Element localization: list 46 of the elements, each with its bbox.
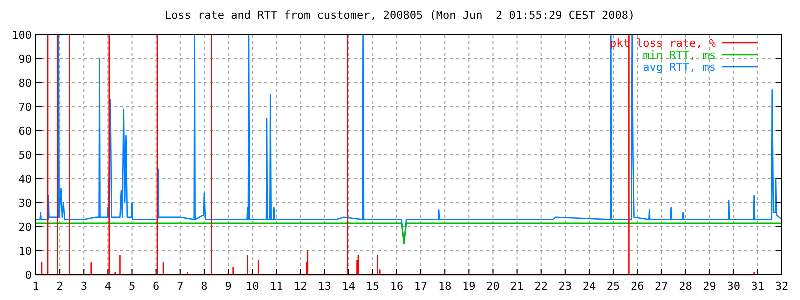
- x-tick-label: 27: [655, 280, 668, 293]
- legend-label: avg RTT, ms: [643, 61, 716, 74]
- x-tick-label: 11: [270, 280, 284, 293]
- x-tick-label: 12: [294, 280, 308, 293]
- x-tick-label: 4: [104, 280, 112, 293]
- x-tick-label: 18: [438, 280, 452, 293]
- x-tick-label: 25: [606, 280, 620, 293]
- x-tick-label: 19: [462, 280, 476, 293]
- x-tick-label: 13: [318, 280, 332, 293]
- x-tick-label: 2: [56, 280, 64, 293]
- x-tick-label: 30: [727, 280, 740, 293]
- x-tick-label: 20: [486, 280, 500, 293]
- x-tick-label: 23: [558, 280, 572, 293]
- y-tick-label: 20: [18, 221, 32, 234]
- x-tick-label: 32: [775, 280, 789, 293]
- x-tick-label: 1: [32, 280, 40, 293]
- x-tick-label: 22: [534, 280, 548, 293]
- y-tick-label: 90: [18, 53, 32, 66]
- legend-label: min RTT, ms: [643, 49, 716, 62]
- x-tick-label: 15: [366, 280, 380, 293]
- x-tick-label: 26: [630, 280, 644, 293]
- x-tick-label: 3: [80, 280, 88, 293]
- y-tick-label: 50: [18, 149, 32, 162]
- y-tick-label: 30: [18, 197, 32, 210]
- x-tick-label: 10: [246, 280, 260, 293]
- x-tick-label: 28: [679, 280, 692, 293]
- x-tick-label: 8: [201, 280, 208, 293]
- x-tick-label: 7: [177, 280, 184, 293]
- y-tick-label: 80: [18, 77, 32, 90]
- x-tick-label: 14: [342, 280, 356, 293]
- x-tick-label: 16: [390, 280, 404, 293]
- x-tick-label: 29: [703, 280, 716, 293]
- y-tick-label: 60: [18, 125, 32, 138]
- x-tick-label: 17: [414, 280, 428, 293]
- x-tick-label: 24: [582, 280, 596, 293]
- y-tick-label: 100: [12, 29, 32, 42]
- y-tick-label: 0: [25, 269, 32, 282]
- chart-title: Loss rate and RTT from customer, 200805 (Mon Jun 2 01:55:29 CEST 2008): [164, 9, 636, 22]
- x-tick-label: 31: [751, 280, 765, 293]
- y-tick-label: 10: [18, 245, 32, 258]
- y-tick-label: 40: [18, 173, 32, 186]
- x-tick-label: 9: [225, 280, 232, 293]
- x-tick-label: 6: [153, 280, 160, 293]
- x-tick-label: 5: [128, 280, 136, 293]
- y-tick-label: 70: [18, 101, 32, 114]
- x-tick-label: 21: [510, 280, 524, 293]
